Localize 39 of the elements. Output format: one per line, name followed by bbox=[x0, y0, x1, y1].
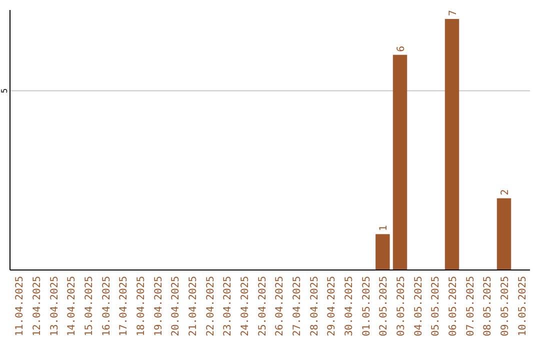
x-tick-label: 24.04.2025 bbox=[240, 276, 251, 336]
x-tick-label: 30.04.2025 bbox=[344, 276, 355, 336]
x-tick-label: 03.05.2025 bbox=[396, 276, 407, 336]
x-tick-label: 22.04.2025 bbox=[205, 276, 216, 336]
data-label: 6 bbox=[396, 46, 407, 52]
x-tick-label: 06.05.2025 bbox=[448, 276, 459, 336]
x-tick-label: 21.04.2025 bbox=[188, 276, 199, 336]
x-tick-label: 07.05.2025 bbox=[465, 276, 476, 336]
x-tick-label: 23.04.2025 bbox=[222, 276, 234, 336]
x-tick-label: 15.04.2025 bbox=[84, 276, 95, 336]
x-tick-label: 18.04.2025 bbox=[136, 276, 147, 336]
data-label: 7 bbox=[448, 10, 459, 16]
x-tick-label: 25.04.2025 bbox=[257, 276, 268, 336]
x-tick-label: 01.05.2025 bbox=[361, 276, 372, 336]
x-tick-label: 04.05.2025 bbox=[413, 276, 424, 336]
y-tick-label: 5 bbox=[0, 88, 9, 94]
x-tick-label: 14.04.2025 bbox=[66, 276, 78, 336]
x-tick-label: 02.05.2025 bbox=[378, 276, 390, 336]
data-label: 1 bbox=[378, 225, 390, 232]
bar bbox=[444, 18, 460, 270]
bar bbox=[496, 198, 512, 270]
x-tick-label: 16.04.2025 bbox=[101, 276, 112, 336]
x-tick-label: 28.04.2025 bbox=[309, 276, 320, 336]
x-tick-label: 11.04.2025 bbox=[14, 276, 26, 336]
x-tick-label: 08.05.2025 bbox=[482, 276, 494, 336]
x-tick-label: 10.05.2025 bbox=[517, 276, 528, 336]
x-tick-label: 05.05.2025 bbox=[430, 276, 442, 336]
x-tick-label: 26.04.2025 bbox=[274, 276, 286, 336]
x-tick-label: 20.04.2025 bbox=[170, 276, 182, 336]
x-tick-label: 13.04.2025 bbox=[49, 276, 60, 336]
bar bbox=[392, 54, 408, 270]
data-label: 2 bbox=[500, 189, 511, 196]
x-tick-label: 12.04.2025 bbox=[32, 276, 43, 336]
bar bbox=[376, 234, 390, 270]
x-tick-label: 27.04.2025 bbox=[292, 276, 303, 336]
x-tick-label: 29.04.2025 bbox=[326, 276, 338, 336]
x-tick-label: 17.04.2025 bbox=[118, 276, 130, 336]
x-tick-label: 19.04.2025 bbox=[153, 276, 164, 336]
x-tick-label: 09.05.2025 bbox=[500, 276, 511, 336]
